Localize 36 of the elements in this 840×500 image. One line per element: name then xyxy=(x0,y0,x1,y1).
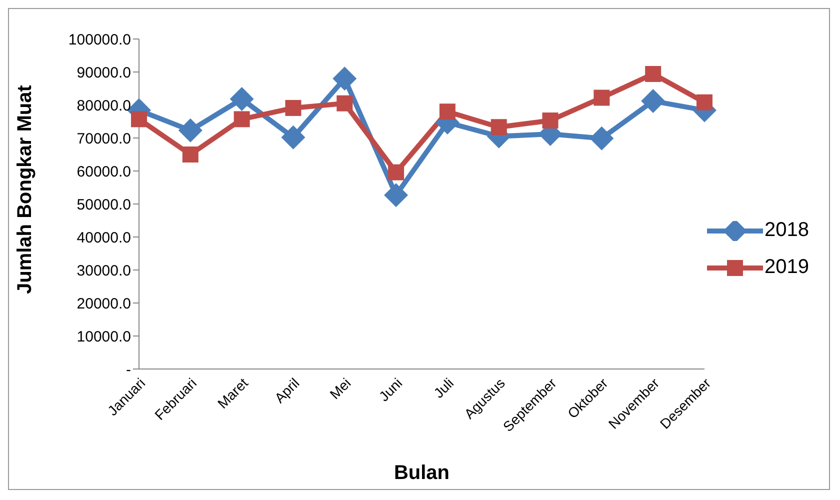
point xyxy=(332,66,357,91)
point xyxy=(234,111,250,128)
y-tick-label: 20000.0 xyxy=(76,295,131,312)
y-tick-label: 80000.0 xyxy=(76,97,131,114)
point xyxy=(384,183,408,208)
y-tick-label: 10000.0 xyxy=(76,328,131,346)
point xyxy=(281,125,306,150)
point xyxy=(439,104,456,120)
point xyxy=(641,89,666,114)
y-tick-label: 90000.0 xyxy=(76,64,131,82)
legend-label: 2019 xyxy=(764,256,809,279)
point xyxy=(594,90,610,106)
point xyxy=(178,118,202,142)
x-axis-title: Bulan xyxy=(394,462,450,484)
point xyxy=(645,66,662,82)
x-tick-label: Mei xyxy=(326,374,354,402)
y-tick-label: - xyxy=(126,361,131,378)
y-tick-label: 70000.0 xyxy=(76,130,131,148)
y-axis-title: Jumlah Bongkar Muat xyxy=(14,84,36,294)
x-tick-label: Juli xyxy=(430,374,457,402)
point xyxy=(131,111,147,128)
point xyxy=(336,95,353,112)
y-tick-label: 100000.0 xyxy=(68,31,131,48)
point xyxy=(696,94,712,110)
y-tick-label: 30000.0 xyxy=(76,262,131,280)
point xyxy=(182,146,198,162)
point xyxy=(590,126,614,150)
y-tick-label: 60000.0 xyxy=(76,163,131,180)
y-tick-label: 50000.0 xyxy=(76,196,131,214)
point xyxy=(388,164,404,180)
point xyxy=(230,87,254,112)
legend-label: 2018 xyxy=(764,219,809,242)
y-tick-label: 40000.0 xyxy=(76,229,131,246)
point xyxy=(542,112,558,129)
point xyxy=(285,100,302,116)
point xyxy=(490,119,507,136)
